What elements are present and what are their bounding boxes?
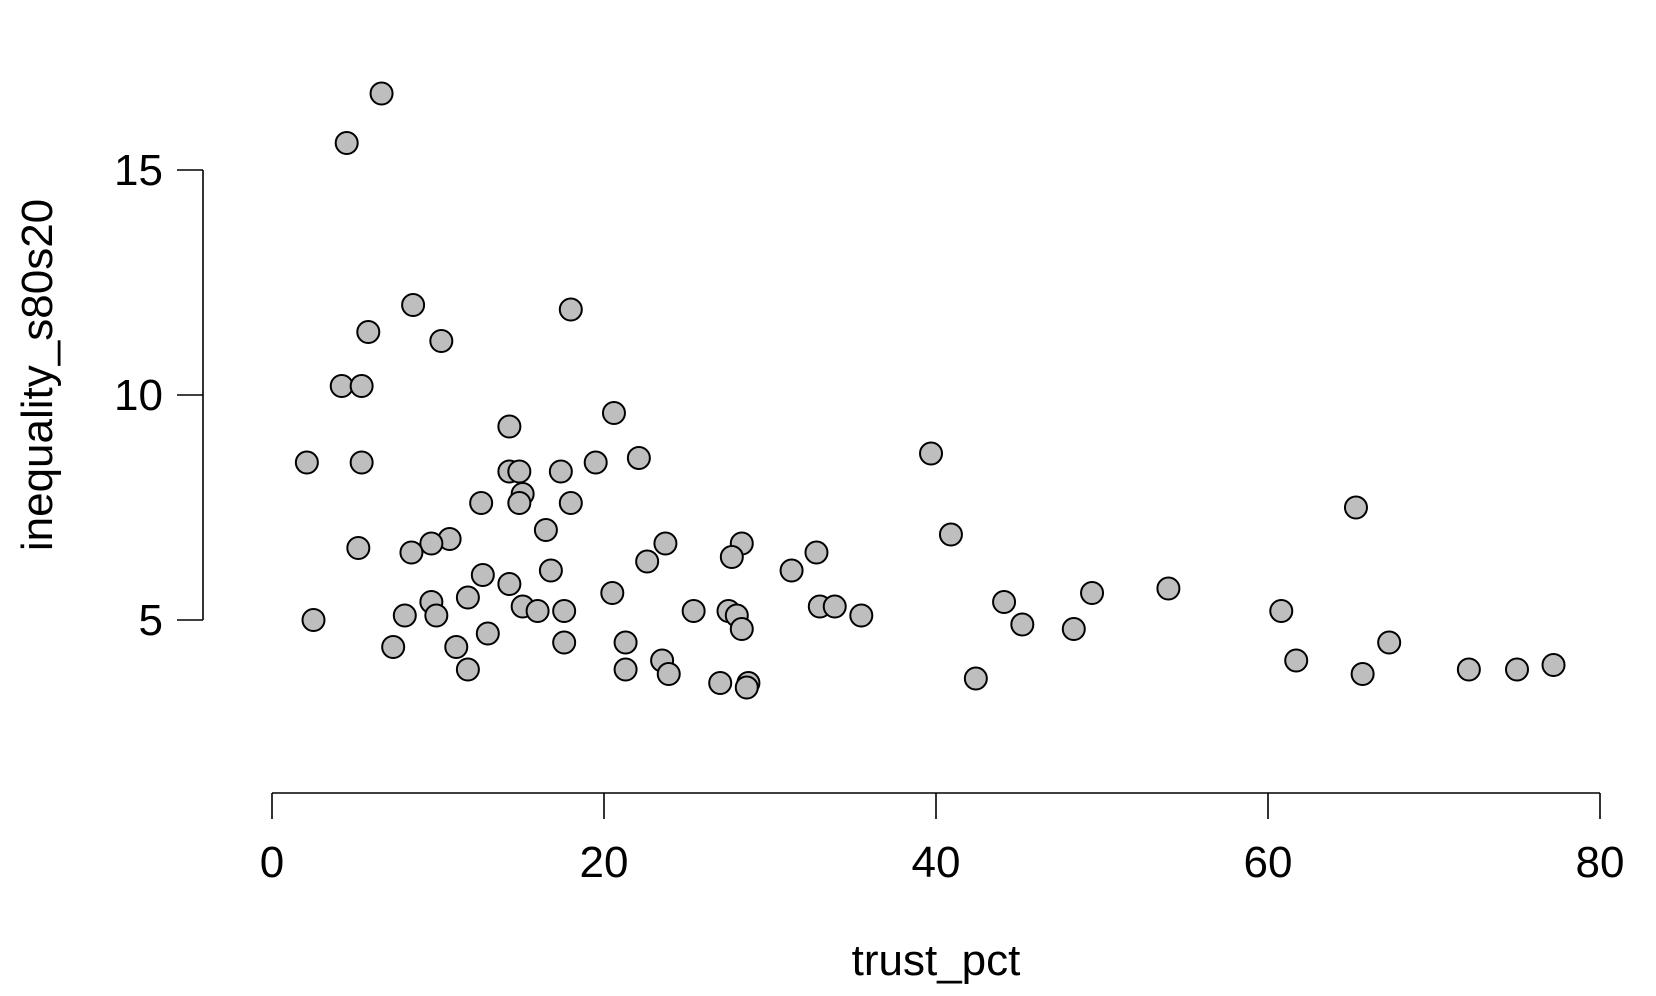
data-point [497, 572, 522, 596]
data-point [919, 441, 944, 466]
data-point [822, 594, 847, 619]
data-point [719, 545, 744, 569]
data-point [455, 585, 480, 610]
data-point [963, 666, 988, 691]
data-point [1456, 657, 1481, 682]
data-point [1269, 599, 1294, 623]
y-axis-title: inequality_s80s20 [13, 199, 62, 551]
y-tick-label: 5 [139, 596, 163, 645]
x-tick-label: 60 [1244, 838, 1293, 887]
data-point [708, 671, 733, 695]
x-tick-label: 0 [260, 838, 284, 887]
data-point [401, 293, 426, 317]
data-point [429, 329, 454, 353]
data-point [470, 563, 495, 587]
x-axis-title: trust_pct [852, 936, 1021, 985]
data-point [455, 657, 480, 682]
y-axis: 5 10 15 [114, 146, 204, 645]
data-point [548, 459, 573, 484]
data-point [399, 540, 424, 565]
data-point [992, 590, 1017, 614]
data-point [469, 491, 494, 515]
data-point [1541, 653, 1566, 677]
data-point [600, 581, 625, 605]
data-point [392, 603, 417, 628]
data-point [1505, 657, 1529, 682]
data-point [938, 522, 963, 547]
data-point [635, 549, 660, 574]
data-point [558, 491, 583, 515]
x-tick-label: 20 [580, 838, 629, 887]
data-point [681, 599, 706, 623]
data-point [301, 608, 326, 632]
data-point [475, 621, 500, 646]
data-point [1284, 648, 1309, 673]
data-point [538, 558, 563, 583]
data-point [779, 558, 804, 583]
data-point [419, 531, 444, 556]
data-point [525, 599, 550, 623]
data-point [349, 450, 374, 475]
data-point [349, 374, 374, 398]
data-point [294, 450, 319, 475]
y-tick-label: 15 [114, 146, 163, 195]
data-point [558, 297, 583, 322]
data-point [1350, 662, 1375, 686]
data-point [381, 635, 406, 659]
points-layer [294, 81, 1566, 700]
data-point [626, 446, 651, 470]
data-point [653, 531, 678, 556]
data-point [849, 603, 874, 628]
data-point [356, 320, 381, 344]
data-point [601, 401, 626, 425]
data-point [552, 630, 577, 655]
data-point [329, 374, 354, 398]
data-point [1377, 630, 1402, 655]
x-tick-label: 80 [1576, 838, 1625, 887]
data-point [369, 81, 394, 106]
data-point [1080, 581, 1105, 605]
data-point [729, 617, 754, 641]
data-point [613, 657, 638, 682]
data-point [424, 603, 449, 628]
x-axis: 0 20 40 60 80 [260, 792, 1625, 887]
data-point [507, 459, 532, 484]
data-point [533, 518, 558, 542]
data-point [346, 536, 371, 560]
data-point [734, 675, 759, 700]
data-point [656, 662, 681, 686]
y-tick-label: 10 [114, 371, 163, 420]
data-point [613, 630, 638, 655]
data-point [1343, 495, 1368, 520]
data-point [1061, 617, 1086, 641]
x-tick-label: 40 [912, 838, 961, 887]
data-point [507, 491, 532, 515]
data-point [497, 414, 522, 439]
data-point [334, 131, 359, 155]
data-point [444, 635, 469, 659]
data-point [1156, 576, 1181, 601]
data-point [583, 450, 608, 475]
data-point [552, 599, 577, 623]
data-point [1010, 612, 1035, 637]
data-point [804, 540, 829, 565]
